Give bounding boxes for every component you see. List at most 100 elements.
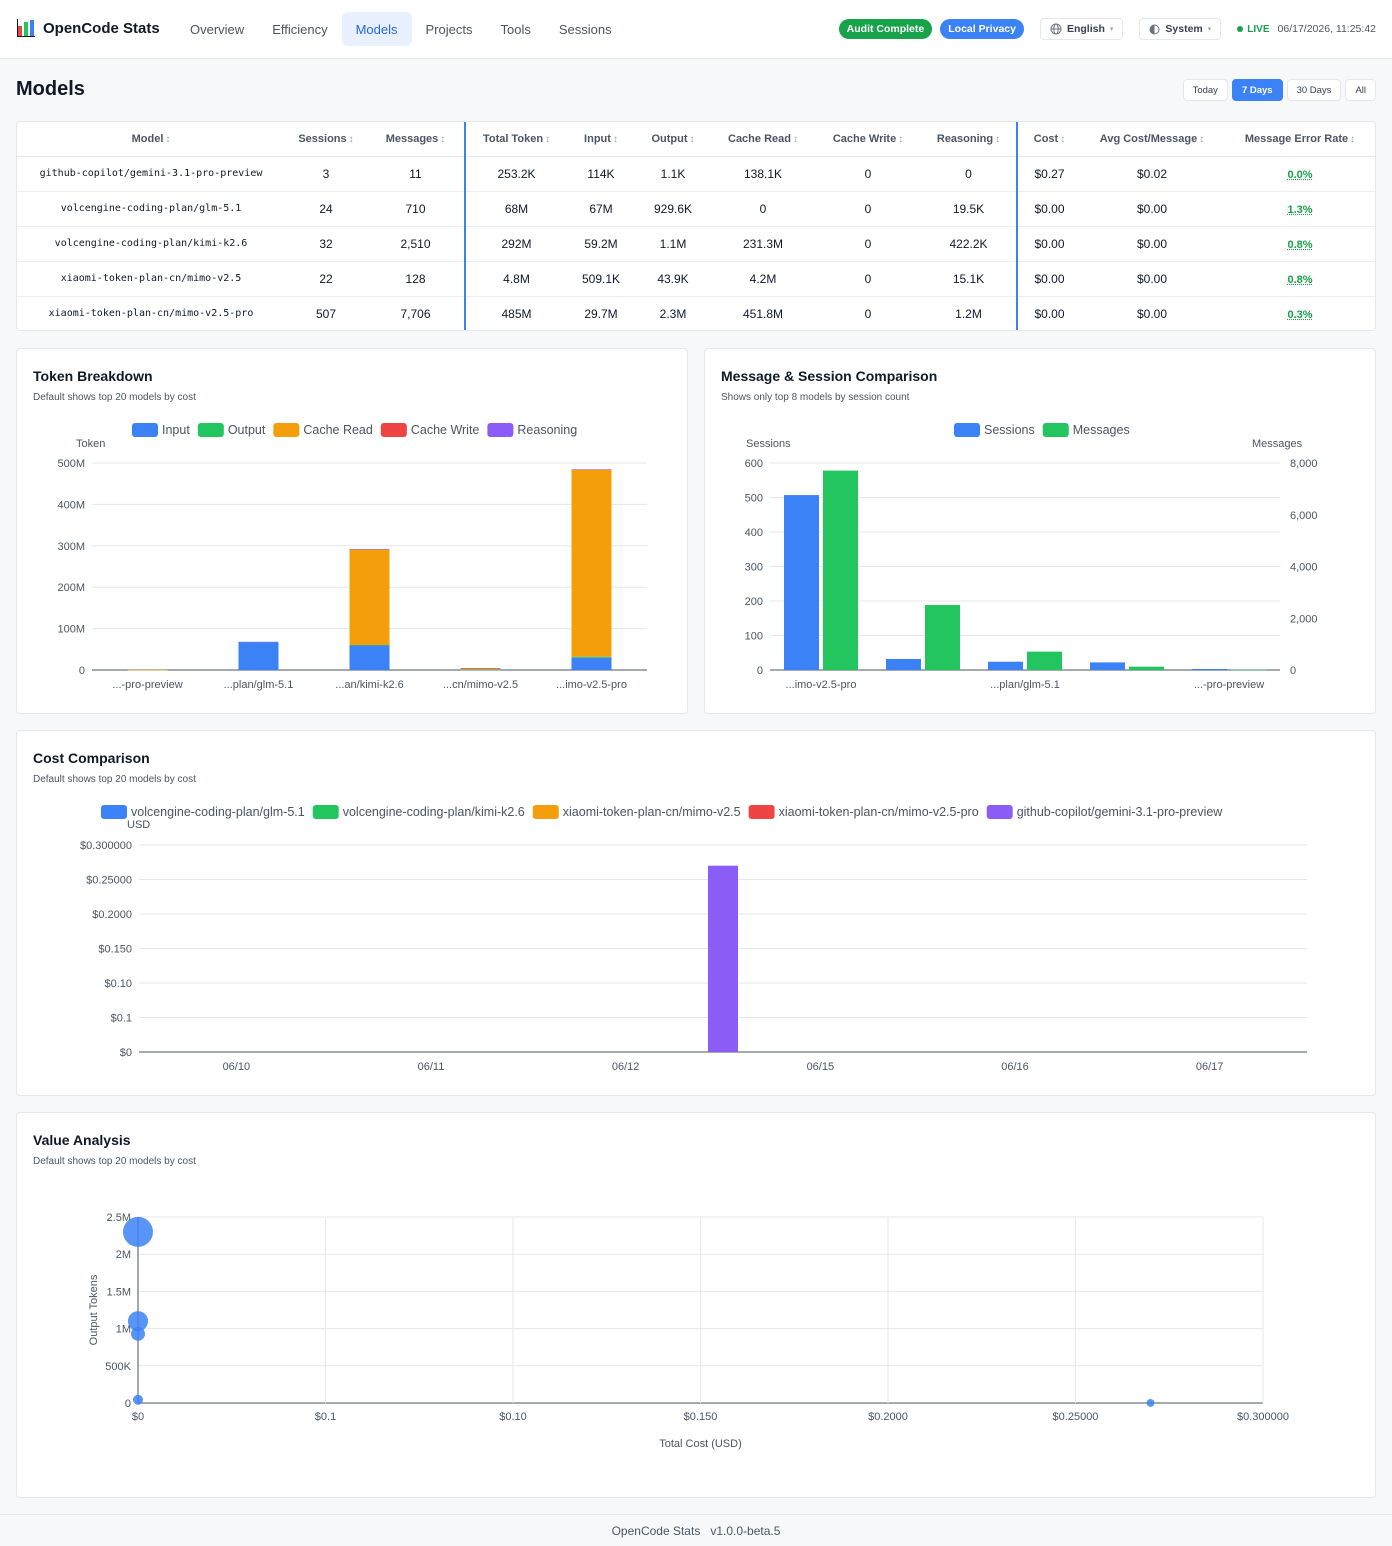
column-header-label: Cache Write xyxy=(832,132,897,145)
legend-swatch[interactable] xyxy=(986,805,1013,819)
legend-label[interactable]: Output xyxy=(228,423,266,437)
nav-sessions[interactable]: Sessions xyxy=(558,21,612,37)
column-header-label: Total Token xyxy=(482,132,544,145)
column-header-message-error-rate[interactable]: Message Error Rate ↕ xyxy=(1223,122,1375,157)
legend-swatch[interactable] xyxy=(532,805,559,819)
nav-models[interactable]: Models xyxy=(341,12,412,46)
range-today-button[interactable]: Today xyxy=(1182,79,1228,101)
legend-label[interactable]: Cache Read xyxy=(303,423,373,437)
legend-label[interactable]: Sessions xyxy=(984,423,1035,437)
sort-icon[interactable]: ↕ xyxy=(545,133,551,145)
cell-output: 43.9K xyxy=(635,261,711,297)
sort-icon[interactable]: ↕ xyxy=(165,133,171,145)
range-all-button[interactable]: All xyxy=(1345,79,1376,101)
column-header-total-token[interactable]: Total Token ↕ xyxy=(464,122,567,157)
legend-label[interactable]: xiaomi-token-plan-cn/mimo-v2.5 xyxy=(563,805,741,819)
sort-icon[interactable]: ↕ xyxy=(898,133,904,145)
legend-label[interactable]: Messages xyxy=(1073,423,1130,437)
sort-icon[interactable]: ↕ xyxy=(792,133,798,145)
cell-sessions: 22 xyxy=(285,261,367,297)
legend-swatch[interactable] xyxy=(380,423,407,437)
legend-label[interactable]: Input xyxy=(162,423,190,437)
column-header-cache-write[interactable]: Cache Write ↕ xyxy=(815,122,921,157)
cell-sessions: 3 xyxy=(285,156,367,192)
column-header-model[interactable]: Model ↕ xyxy=(17,122,285,157)
language-select[interactable]: English ▾ xyxy=(1039,18,1124,40)
table-row[interactable]: xiaomi-token-plan-cn/mimo-v2.5 22 128 4.8M 5… xyxy=(17,261,1375,297)
column-header-cost[interactable]: Cost ↕ xyxy=(1016,122,1081,157)
x-tick-label: ...imo-v2.5-pro xyxy=(786,679,857,691)
cell-avg-cost-message: $0.00 xyxy=(1136,306,1168,321)
column-header-sessions[interactable]: Sessions ↕ xyxy=(285,122,367,157)
legend-swatch[interactable] xyxy=(101,805,127,819)
sort-icon[interactable]: ↕ xyxy=(995,133,1001,145)
sort-icon[interactable]: ↕ xyxy=(612,133,618,145)
range-7days-button[interactable]: 7 Days xyxy=(1231,79,1283,101)
cell-reasoning: 0 xyxy=(921,156,1017,192)
models-table: Model ↕ Sessions ↕ Messages ↕ Total Token ↕ Inpu… xyxy=(17,122,1375,330)
x-tick-label: 06/10 xyxy=(223,1061,251,1073)
nav-efficiency[interactable]: Efficiency xyxy=(272,21,328,37)
x-tick-label: ...an/kimi-k2.6 xyxy=(335,679,403,691)
legend-swatch[interactable] xyxy=(312,805,339,819)
cell-cache-read: 4.2M xyxy=(711,261,815,297)
legend-label[interactable]: volcengine-coding-plan/glm-5.1 xyxy=(131,805,305,819)
x-tick-label: ...plan/glm-5.1 xyxy=(990,679,1060,691)
cell-total-token: 253.2K xyxy=(464,156,567,192)
y-tick-label: $0.2000 xyxy=(92,909,132,921)
table-row[interactable]: volcengine-coding-plan/glm-5.1 24 710 68M 67… xyxy=(17,191,1375,227)
legend-label[interactable]: xiaomi-token-plan-cn/mimo-v2.5-pro xyxy=(779,805,979,819)
x-axis-title: Total Cost (USD) xyxy=(659,1438,742,1450)
x-tick-label: 06/17 xyxy=(1196,1061,1224,1073)
column-header-input[interactable]: Input ↕ xyxy=(567,122,635,157)
sort-icon[interactable]: ↕ xyxy=(689,133,695,145)
nav-overview[interactable]: Overview xyxy=(190,21,245,37)
column-header-output[interactable]: Output ↕ xyxy=(635,122,711,157)
sort-icon[interactable]: ↕ xyxy=(1199,133,1205,145)
table-row[interactable]: volcengine-coding-plan/kimi-k2.6 32 2,510 2… xyxy=(17,226,1375,262)
sort-icon[interactable]: ↕ xyxy=(440,133,446,145)
sort-icon[interactable]: ↕ xyxy=(348,133,354,145)
column-header-avg-cost-message[interactable]: Avg Cost/Message ↕ xyxy=(1081,122,1223,157)
sort-icon[interactable]: ↕ xyxy=(1350,133,1356,145)
nav-projects[interactable]: Projects xyxy=(425,21,473,37)
legend-swatch[interactable] xyxy=(197,423,224,437)
audit-badge[interactable]: Audit Complete xyxy=(838,19,933,39)
table-row[interactable]: xiaomi-token-plan-cn/mimo-v2.5-pro 507 7,7… xyxy=(17,296,1375,330)
privacy-badge[interactable]: Local Privacy xyxy=(940,19,1024,39)
y-tick-label: $0 xyxy=(120,1047,132,1059)
table-row[interactable]: github-copilot/gemini-3.1-pro-preview 3 11… xyxy=(17,156,1375,192)
bar-reasoning xyxy=(571,469,612,470)
bar-sessions xyxy=(886,658,921,670)
legend-swatch[interactable] xyxy=(132,423,158,437)
legend-label[interactable]: github-copilot/gemini-3.1-pro-preview xyxy=(1017,805,1224,819)
footer-version: v1.0.0-beta.5 xyxy=(710,1524,781,1538)
language-value: English xyxy=(1066,23,1105,35)
column-header-messages[interactable]: Messages ↕ xyxy=(367,122,465,157)
bar-input xyxy=(238,642,279,670)
legend-label[interactable]: Reasoning xyxy=(517,423,577,437)
nav-tools[interactable]: Tools xyxy=(500,21,531,37)
error-rate-value: 1.3% xyxy=(1287,203,1313,216)
legend-swatch[interactable] xyxy=(954,423,980,437)
scatter-point xyxy=(123,1216,153,1247)
legend-swatch[interactable] xyxy=(273,423,300,437)
legend-label[interactable]: Cache Write xyxy=(411,423,480,437)
cell-cache-write: 0 xyxy=(864,306,872,321)
range-30days-button[interactable]: 30 Days xyxy=(1286,79,1342,101)
y-tick-label: $0.25000 xyxy=(86,875,132,887)
column-header-reasoning[interactable]: Reasoning ↕ xyxy=(921,122,1017,157)
legend-swatch[interactable] xyxy=(1042,423,1069,437)
theme-select[interactable]: System ▾ xyxy=(1139,18,1222,40)
main-nav: Overview Efficiency Models Projects Tool… xyxy=(176,12,626,46)
cell-cost: $0.00 xyxy=(1016,261,1081,297)
legend-swatch[interactable] xyxy=(487,423,514,437)
cell-reasoning: 15.1K xyxy=(921,261,1017,297)
brand[interactable]: OpenCode Stats xyxy=(17,19,160,37)
timestamp: 06/17/2026, 11:25:42 xyxy=(1277,23,1376,35)
legend-label[interactable]: volcengine-coding-plan/kimi-k2.6 xyxy=(343,805,525,819)
sort-icon[interactable]: ↕ xyxy=(1060,133,1066,145)
y-tick-label: 0 xyxy=(125,1398,131,1410)
legend-swatch[interactable] xyxy=(748,805,775,819)
column-header-cache-read[interactable]: Cache Read ↕ xyxy=(711,122,815,157)
